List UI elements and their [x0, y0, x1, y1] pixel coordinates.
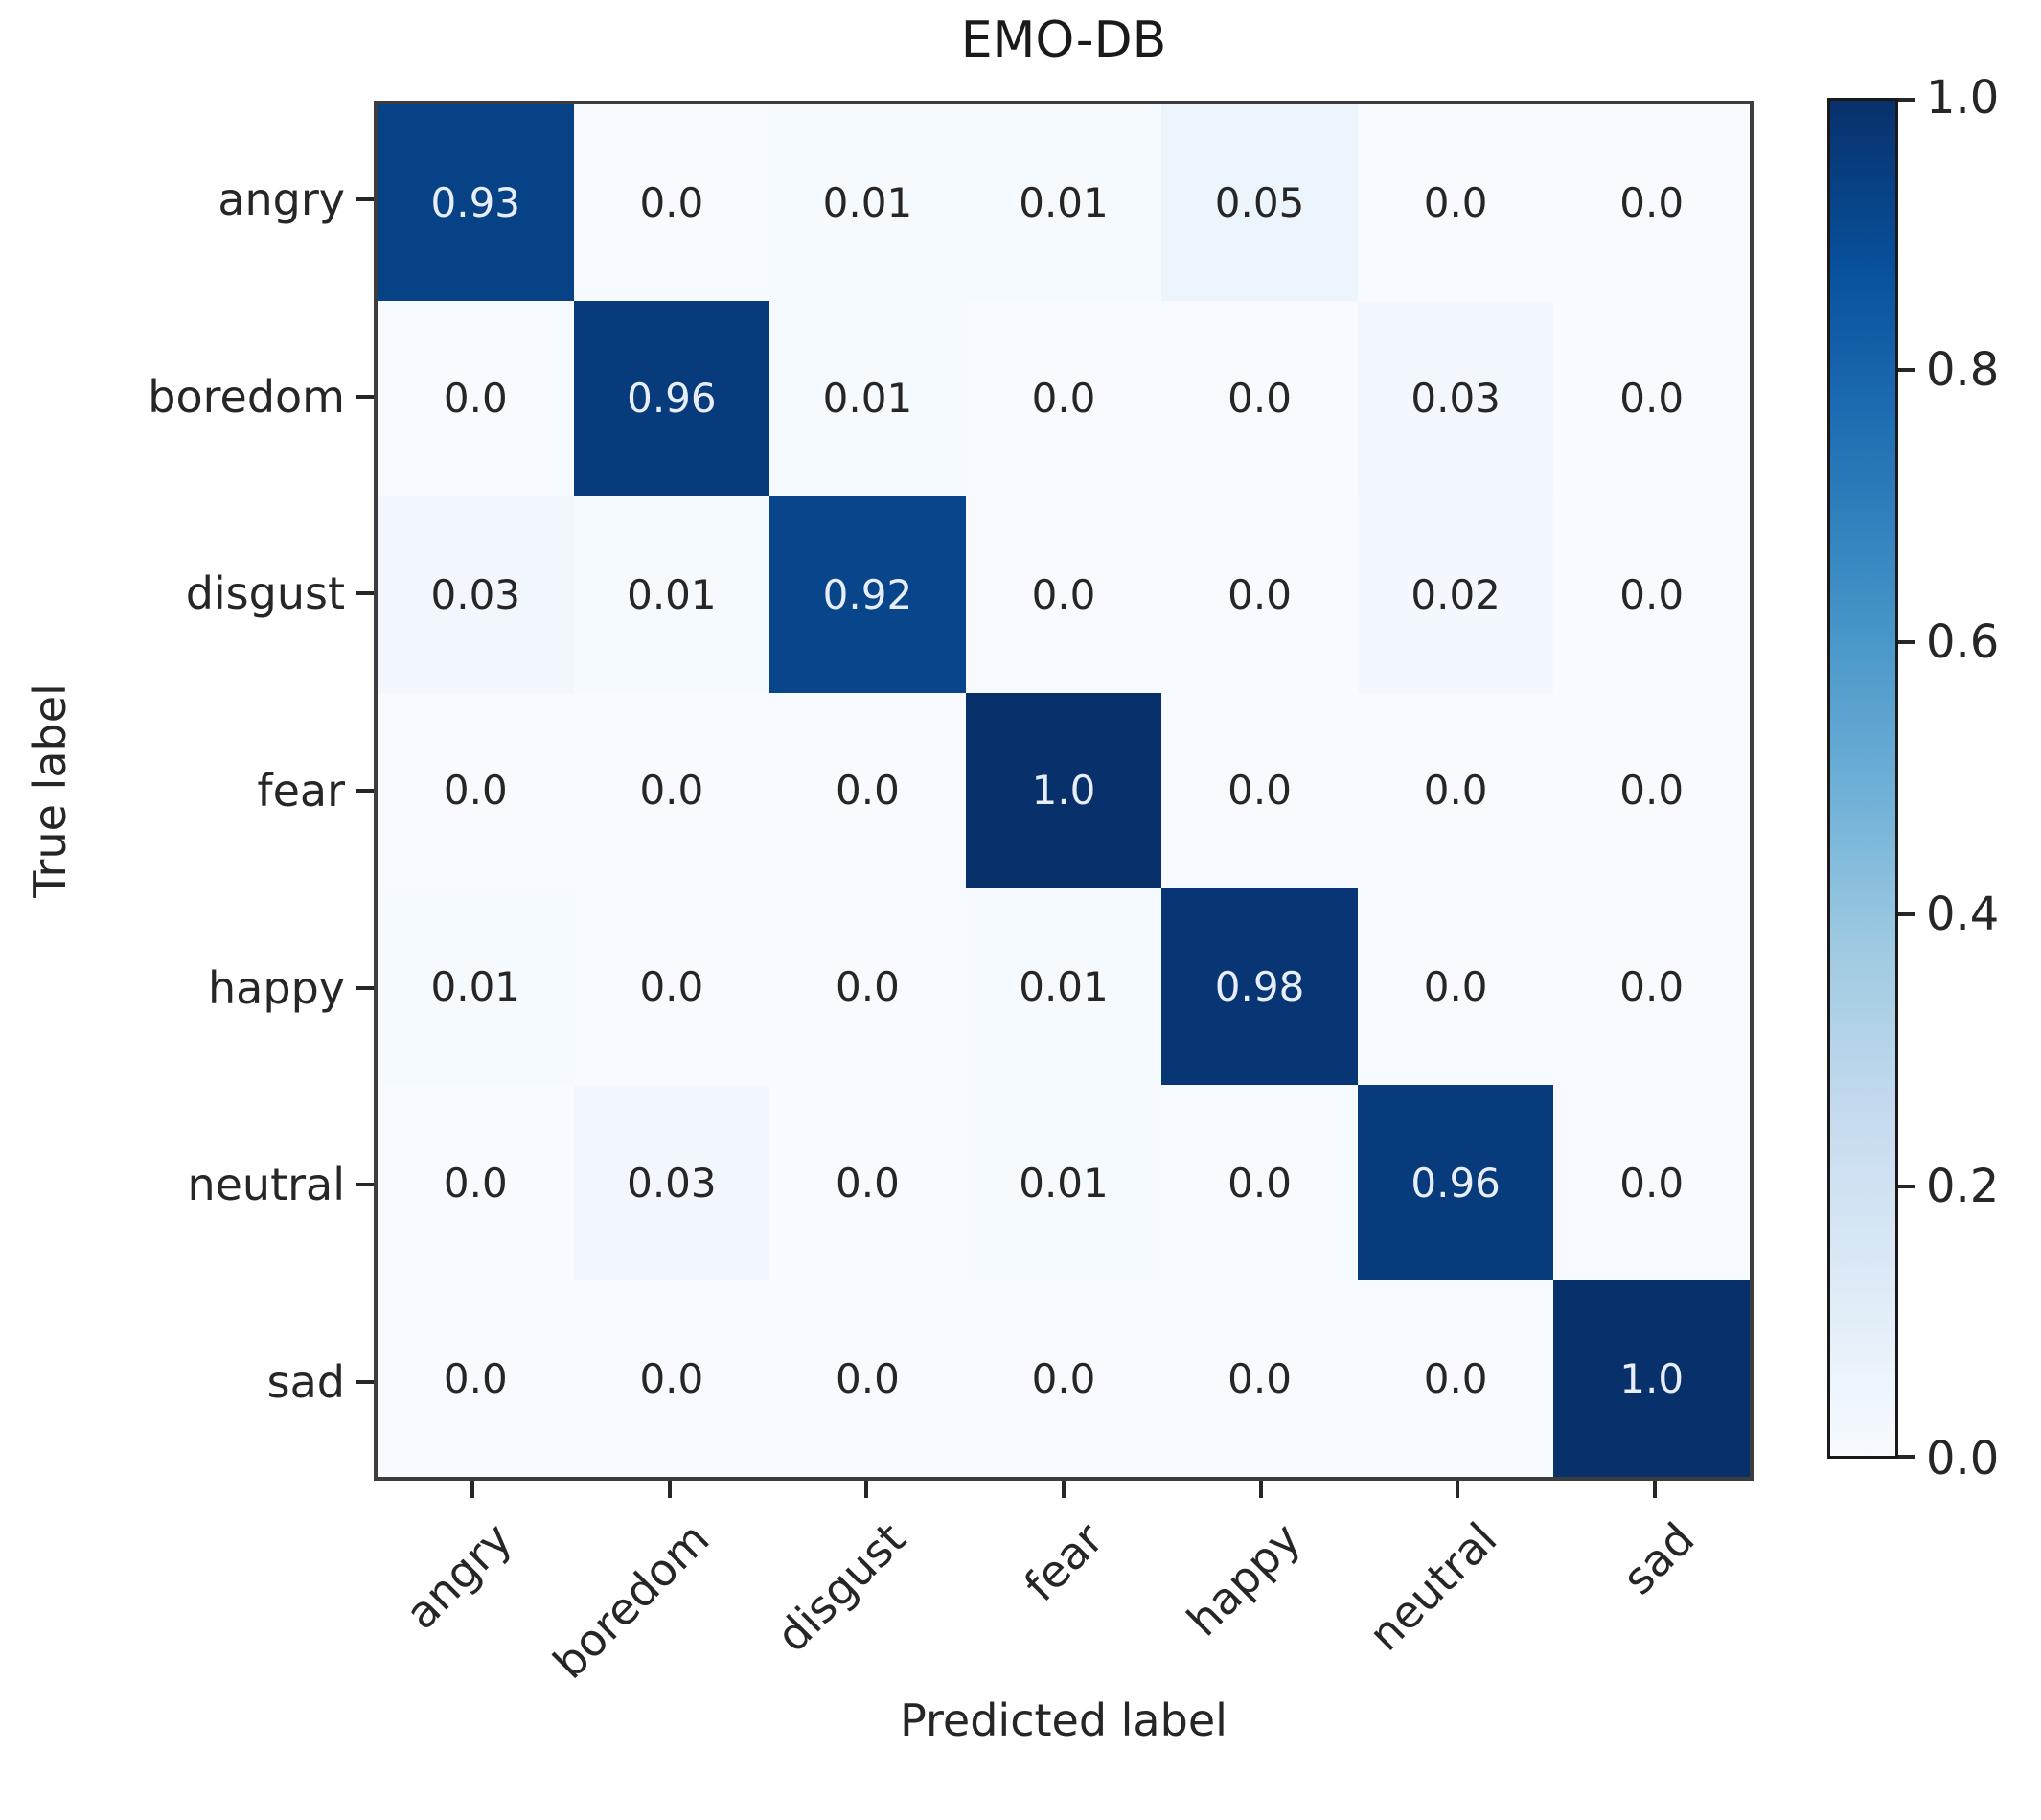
matrix-cell: 0.96 [1357, 1084, 1554, 1281]
colorbar-tick-mark [1898, 368, 1915, 372]
matrix-cell: 0.0 [1553, 1084, 1750, 1281]
y-tick-mark [356, 985, 374, 990]
matrix-cell: 0.0 [1553, 692, 1750, 889]
matrix-cell: 0.0 [769, 888, 966, 1085]
y-tick-label: fear [257, 765, 345, 817]
matrix-cell: 0.0 [1161, 300, 1358, 497]
x-tick-mark [1456, 1481, 1460, 1498]
matrix-cell: 0.0 [1161, 1280, 1358, 1477]
matrix-cell: 0.0 [965, 496, 1162, 693]
matrix-cell: 0.0 [573, 888, 770, 1085]
matrix-cell: 0.0 [378, 300, 574, 497]
matrix-cell: 0.0 [1357, 1280, 1554, 1477]
matrix-cell: 1.0 [965, 692, 1162, 889]
colorbar-tick-mark [1898, 1455, 1915, 1459]
y-tick-label: neutral [187, 1159, 345, 1211]
matrix-cell: 0.93 [378, 104, 574, 301]
y-tick-label: boredom [148, 370, 345, 423]
matrix-cell: 0.0 [1161, 692, 1358, 889]
matrix-cell: 0.0 [378, 1084, 574, 1281]
matrix-cell: 0.0 [1161, 1084, 1358, 1281]
colorbar-tick-label: 0.2 [1926, 1160, 2000, 1213]
matrix-cell: 0.0 [378, 1280, 574, 1477]
y-tick-label: happy [208, 961, 345, 1014]
x-tick-mark [1062, 1481, 1066, 1498]
matrix-cell: 0.0 [769, 1084, 966, 1281]
matrix-cell: 0.03 [573, 1084, 770, 1281]
colorbar-tick-label: 0.6 [1926, 615, 2000, 669]
x-axis-label: Predicted label [900, 1694, 1227, 1746]
heatmap-plot-area: 0.93 0.0 0.01 0.01 0.05 0.0 0.0 0.0 0.96 0.01 0.0 0… [374, 101, 1754, 1481]
matrix-cell: 0.0 [573, 692, 770, 889]
matrix-cell: 0.0 [1357, 888, 1554, 1085]
x-tick-mark [864, 1481, 869, 1498]
y-tick-mark [356, 394, 374, 399]
colorbar-tick-mark [1898, 912, 1915, 916]
colorbar-tick-mark [1898, 1185, 1915, 1188]
y-axis-label: True label [24, 683, 76, 898]
y-tick-mark [356, 1380, 374, 1385]
colorbar-tick-label: 0.4 [1926, 887, 2000, 941]
x-tick-mark [1653, 1481, 1658, 1498]
matrix-cell: 0.98 [1161, 888, 1358, 1085]
matrix-cell: 0.92 [769, 496, 966, 693]
matrix-cell: 0.96 [573, 300, 770, 497]
y-tick-label: disgust [185, 567, 345, 620]
x-tick-mark [667, 1481, 672, 1498]
matrix-cell: 0.01 [769, 300, 966, 497]
matrix-cell: 0.0 [769, 1280, 966, 1477]
x-tick-mark [470, 1481, 474, 1498]
matrix-cell: 0.0 [965, 300, 1162, 497]
matrix-cell: 1.0 [1553, 1280, 1750, 1477]
matrix-cell: 0.01 [573, 496, 770, 693]
y-tick-mark [356, 196, 374, 201]
matrix-cell: 0.0 [1553, 300, 1750, 497]
matrix-cell: 0.0 [769, 692, 966, 889]
matrix-cell: 0.01 [769, 104, 966, 301]
matrix-cell: 0.01 [378, 888, 574, 1085]
y-tick-mark [356, 789, 374, 793]
chart-title: EMO-DB [960, 12, 1167, 69]
matrix-cell: 0.01 [965, 888, 1162, 1085]
colorbar-tick-mark [1898, 640, 1915, 644]
y-tick-mark [356, 1183, 374, 1187]
matrix-cell: 0.05 [1161, 104, 1358, 301]
matrix-cell: 0.0 [573, 1280, 770, 1477]
y-tick-label: sad [266, 1356, 345, 1409]
matrix-cell: 0.0 [1553, 496, 1750, 693]
matrix-cell: 0.0 [965, 1280, 1162, 1477]
matrix-cell: 0.02 [1357, 496, 1554, 693]
matrix-cell: 0.03 [378, 496, 574, 693]
colorbar-tick-label: 0.8 [1926, 343, 2000, 397]
colorbar-tick-label: 1.0 [1926, 71, 2000, 125]
y-tick-label: angry [218, 173, 345, 225]
matrix-cell: 0.01 [965, 104, 1162, 301]
x-tick-mark [1258, 1481, 1263, 1498]
matrix-cell: 0.0 [1357, 692, 1554, 889]
colorbar [1827, 98, 1898, 1459]
matrix-cell: 0.03 [1357, 300, 1554, 497]
matrix-cell: 0.0 [1553, 888, 1750, 1085]
matrix-cell: 0.0 [1161, 496, 1358, 693]
matrix-cell: 0.0 [1553, 104, 1750, 301]
colorbar-tick-label: 0.0 [1926, 1432, 2000, 1486]
matrix-cell: 0.0 [1357, 104, 1554, 301]
matrix-cell: 0.0 [378, 692, 574, 889]
y-tick-mark [356, 591, 374, 596]
matrix-cell: 0.0 [573, 104, 770, 301]
colorbar-tick-mark [1898, 98, 1915, 102]
matrix-cell: 0.01 [965, 1084, 1162, 1281]
